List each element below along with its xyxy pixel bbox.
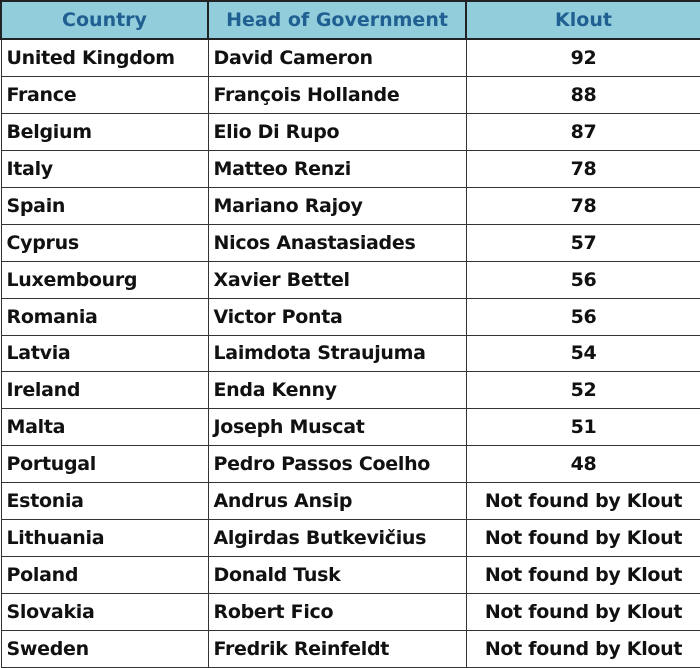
klout-cell: Not found by Klout bbox=[465, 482, 700, 521]
table-row: Poland Donald Tusk Not found by Klout bbox=[0, 556, 700, 595]
head-of-government-cell: Fredrik Reinfeldt bbox=[207, 630, 467, 668]
country-cell: Malta bbox=[0, 408, 209, 447]
country-cell: Sweden bbox=[0, 630, 209, 668]
table-row: Spain Mariano Rajoy 78 bbox=[0, 186, 700, 225]
country-cell: Ireland bbox=[0, 371, 209, 410]
klout-cell: 88 bbox=[465, 75, 700, 114]
klout-cell: 51 bbox=[465, 408, 700, 447]
klout-cell: 52 bbox=[465, 371, 700, 410]
country-cell: United Kingdom bbox=[0, 38, 209, 77]
table-row: Romania Victor Ponta 56 bbox=[0, 297, 700, 336]
country-cell: Slovakia bbox=[0, 593, 209, 632]
table-row: Italy Matteo Renzi 78 bbox=[0, 149, 700, 188]
country-cell: Romania bbox=[0, 297, 209, 336]
head-of-government-cell: Elio Di Rupo bbox=[207, 112, 467, 151]
head-of-government-cell: David Cameron bbox=[207, 38, 467, 77]
klout-cell: 56 bbox=[465, 297, 700, 336]
head-of-government-cell: Robert Fico bbox=[207, 593, 467, 632]
country-cell: Italy bbox=[0, 149, 209, 188]
klout-cell: 87 bbox=[465, 112, 700, 151]
head-of-government-cell: Victor Ponta bbox=[207, 297, 467, 336]
table-row: Latvia Laimdota Straujuma 54 bbox=[0, 334, 700, 373]
table-row: Luxembourg Xavier Bettel 56 bbox=[0, 260, 700, 299]
klout-cell: Not found by Klout bbox=[465, 519, 700, 558]
table-row: Portugal Pedro Passos Coelho 48 bbox=[0, 445, 700, 484]
head-of-government-cell: Mariano Rajoy bbox=[207, 186, 467, 225]
klout-cell: Not found by Klout bbox=[465, 556, 700, 595]
head-of-government-cell: Xavier Bettel bbox=[207, 260, 467, 299]
klout-cell: 56 bbox=[465, 260, 700, 299]
table-row: United Kingdom David Cameron 92 bbox=[0, 38, 700, 77]
country-cell: Cyprus bbox=[0, 223, 209, 262]
table-row: Sweden Fredrik Reinfeldt Not found by Klou… bbox=[0, 630, 700, 668]
table-row: Lithuania Algirdas Butkevičius Not found b… bbox=[0, 519, 700, 558]
head-of-government-cell: Andrus Ansip bbox=[207, 482, 467, 521]
klout-cell: Not found by Klout bbox=[465, 630, 700, 668]
head-of-government-cell: Enda Kenny bbox=[207, 371, 467, 410]
header-row: Country Head of Government Klout bbox=[0, 0, 700, 40]
head-of-government-cell: Nicos Anastasiades bbox=[207, 223, 467, 262]
country-cell: Spain bbox=[0, 186, 209, 225]
table-row: Cyprus Nicos Anastasiades 57 bbox=[0, 223, 700, 262]
table-row: Estonia Andrus Ansip Not found by Klout bbox=[0, 482, 700, 521]
table-row: Ireland Enda Kenny 52 bbox=[0, 371, 700, 410]
table-row: Belgium Elio Di Rupo 87 bbox=[0, 112, 700, 151]
head-of-government-cell: Matteo Renzi bbox=[207, 149, 467, 188]
klout-cell: Not found by Klout bbox=[465, 593, 700, 632]
klout-cell: 57 bbox=[465, 223, 700, 262]
country-cell: Lithuania bbox=[0, 519, 209, 558]
klout-cell: 92 bbox=[465, 38, 700, 77]
head-of-government-cell: François Hollande bbox=[207, 75, 467, 114]
country-cell: Luxembourg bbox=[0, 260, 209, 299]
klout-cell: 78 bbox=[465, 149, 700, 188]
country-cell: Belgium bbox=[0, 112, 209, 151]
country-cell: Estonia bbox=[0, 482, 209, 521]
country-cell: Poland bbox=[0, 556, 209, 595]
country-cell: Latvia bbox=[0, 334, 209, 373]
table-row: France François Hollande 88 bbox=[0, 75, 700, 114]
klout-cell: 54 bbox=[465, 334, 700, 373]
header-head-of-government: Head of Government bbox=[207, 0, 467, 40]
country-cell: Portugal bbox=[0, 445, 209, 484]
head-of-government-cell: Joseph Muscat bbox=[207, 408, 467, 447]
klout-cell: 48 bbox=[465, 445, 700, 484]
head-of-government-cell: Algirdas Butkevičius bbox=[207, 519, 467, 558]
table-row: Malta Joseph Muscat 51 bbox=[0, 408, 700, 447]
header-klout: Klout bbox=[465, 0, 700, 40]
table-row: Slovakia Robert Fico Not found by Klout bbox=[0, 593, 700, 632]
head-of-government-cell: Laimdota Straujuma bbox=[207, 334, 467, 373]
klout-cell: 78 bbox=[465, 186, 700, 225]
country-cell: France bbox=[0, 75, 209, 114]
head-of-government-cell: Pedro Passos Coelho bbox=[207, 445, 467, 484]
head-of-government-cell: Donald Tusk bbox=[207, 556, 467, 595]
header-country: Country bbox=[0, 0, 209, 40]
